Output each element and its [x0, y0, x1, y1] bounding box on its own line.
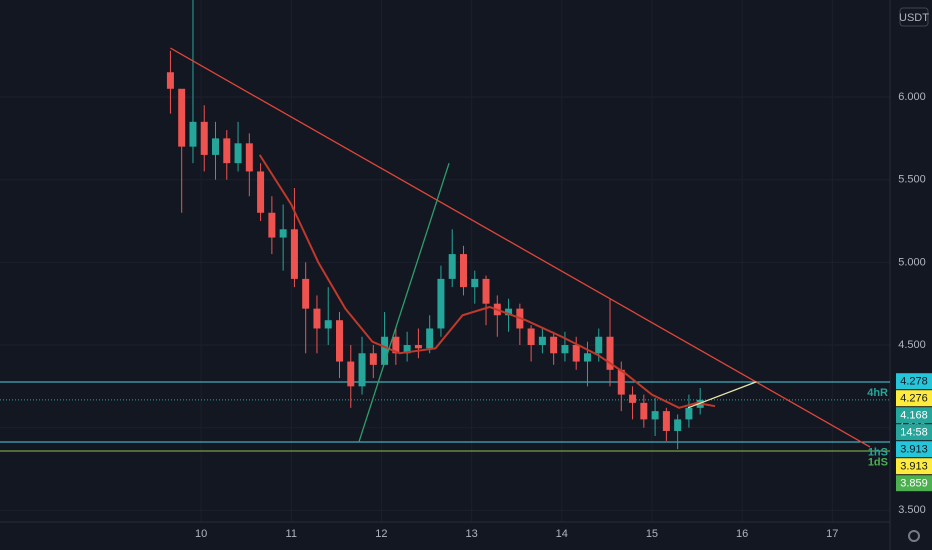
level-tag: 1dS — [868, 456, 888, 468]
currency-button[interactable] — [899, 7, 929, 27]
candle-body — [279, 229, 287, 238]
price-label-bg — [896, 475, 932, 492]
currency[interactable]: USDT — [899, 12, 929, 24]
candle-body — [245, 143, 253, 172]
candle-body — [200, 121, 208, 155]
candle-body — [335, 320, 343, 362]
x-tick-label: 16 — [736, 528, 748, 540]
price-label: 3.913 — [900, 444, 928, 456]
price-label: 4.276 — [900, 393, 928, 405]
candle-body — [629, 394, 637, 403]
candle-body — [392, 336, 400, 354]
y-tick-label: 4.500 — [898, 339, 926, 351]
price-label-bg — [896, 390, 932, 407]
candle-body — [414, 345, 422, 349]
candle-body — [257, 171, 265, 213]
candle-body — [572, 345, 580, 362]
candle-body — [302, 278, 310, 309]
x-tick-label: 12 — [375, 528, 387, 540]
price-label-bg — [896, 373, 932, 390]
y-tick-label: 6.000 — [898, 91, 926, 103]
candle-body — [347, 361, 355, 387]
candle-body — [651, 411, 659, 420]
candle-body — [595, 336, 603, 354]
candle-body — [212, 138, 220, 155]
candle-body — [662, 411, 670, 431]
y-tick-label: 3.500 — [898, 504, 926, 516]
level-tag: 4hR — [867, 387, 888, 399]
price-label-bg — [896, 458, 932, 475]
candle-body — [674, 419, 682, 431]
level-tag: 1hS — [868, 446, 888, 458]
candle-body — [505, 308, 513, 316]
y-tick-label: 5.500 — [898, 174, 926, 186]
settings-icon[interactable] — [908, 530, 920, 542]
candle-body — [640, 402, 648, 420]
y-tick-label: 5.000 — [898, 256, 926, 268]
candle-body — [290, 229, 298, 279]
candle-body — [381, 336, 389, 365]
candle-body — [448, 254, 456, 279]
candle-body — [234, 143, 242, 164]
x-tick-label: 17 — [826, 528, 838, 540]
candle-body — [313, 308, 321, 329]
candle-body — [482, 278, 490, 304]
candle-body — [583, 353, 591, 362]
candle-body — [561, 345, 569, 354]
moving-average — [258, 154, 716, 409]
candle-body — [437, 278, 445, 329]
x-tick-label: 11 — [286, 528, 297, 540]
x-tick-label: 10 — [195, 528, 207, 540]
candle-body — [178, 88, 186, 147]
candle-body — [685, 407, 693, 420]
countdown: 14:58 — [900, 427, 928, 439]
trend-line — [358, 162, 450, 443]
price-label: 4.278 — [900, 376, 928, 388]
price-label: 3.859 — [900, 478, 928, 490]
x-tick-label: 13 — [465, 528, 477, 540]
candle-body — [538, 336, 546, 346]
candle-body — [606, 336, 614, 370]
candle-body — [426, 328, 434, 349]
candle-body — [223, 138, 231, 164]
price-label: 3.913 — [900, 461, 928, 473]
candle-body — [369, 353, 377, 365]
candle-body — [358, 353, 366, 387]
candle-body — [189, 121, 197, 147]
candle-body — [403, 345, 411, 354]
trend-line — [687, 381, 757, 409]
candle-body — [166, 72, 174, 89]
candle-body — [550, 336, 558, 354]
price-label-bg — [896, 407, 932, 424]
candle-body — [268, 212, 276, 238]
candle-body — [527, 328, 535, 346]
candle-body — [471, 278, 479, 288]
trend-line — [170, 47, 871, 448]
candle-body — [324, 320, 332, 329]
candle-body — [459, 254, 467, 288]
x-tick-label: 14 — [556, 528, 568, 540]
candle-body — [617, 369, 625, 395]
countdown-bg — [896, 424, 932, 441]
price-label-bg — [896, 441, 932, 458]
x-tick-label: 15 — [646, 528, 658, 540]
price-label: 4.168 — [900, 410, 928, 422]
